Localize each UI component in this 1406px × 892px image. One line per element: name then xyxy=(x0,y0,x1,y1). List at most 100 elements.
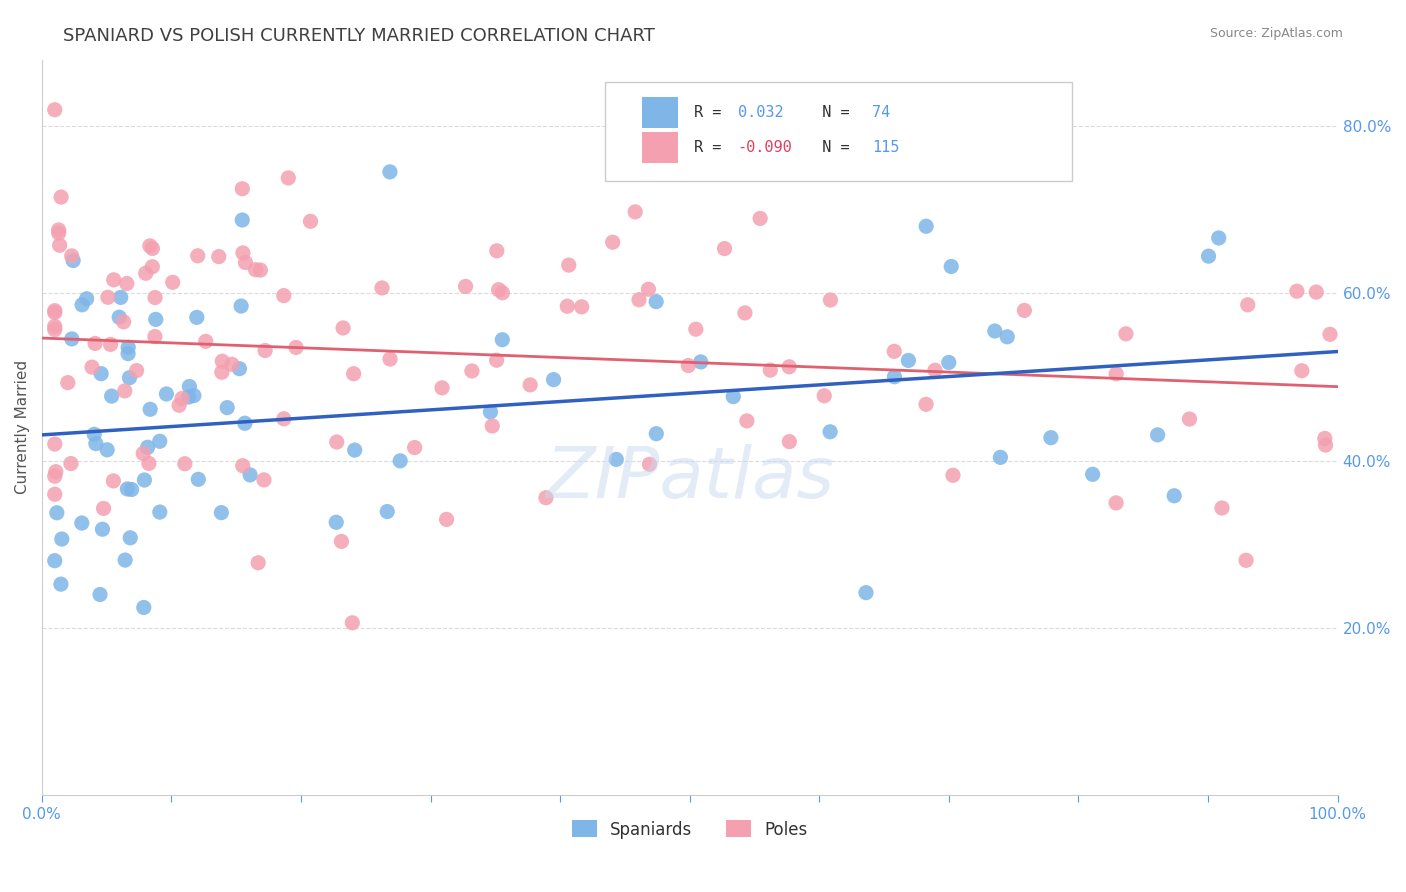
Text: R =: R = xyxy=(693,139,730,154)
Point xyxy=(45,506,67,520)
Point xyxy=(813,389,835,403)
Point xyxy=(115,277,138,291)
Point xyxy=(44,487,66,501)
Point xyxy=(479,405,502,419)
Point xyxy=(277,170,299,185)
Point xyxy=(48,226,70,240)
Point xyxy=(91,522,114,536)
Point xyxy=(749,211,772,226)
Point xyxy=(60,332,83,346)
Point xyxy=(430,381,453,395)
Point xyxy=(208,250,231,264)
Point xyxy=(285,340,308,354)
Point xyxy=(1305,285,1327,299)
Point xyxy=(232,246,254,260)
Point xyxy=(645,426,668,441)
Point xyxy=(485,353,508,368)
Point xyxy=(254,343,277,358)
Point xyxy=(59,457,82,471)
Point xyxy=(70,298,93,312)
Point xyxy=(89,587,111,601)
Point xyxy=(1236,298,1258,312)
Point xyxy=(326,435,349,450)
Point xyxy=(44,103,66,117)
Point xyxy=(100,337,122,351)
Point xyxy=(734,306,756,320)
Point xyxy=(108,310,131,325)
Point xyxy=(942,468,965,483)
Point xyxy=(627,293,650,307)
Point xyxy=(187,249,209,263)
Point xyxy=(1105,496,1128,510)
Point xyxy=(62,253,84,268)
Point xyxy=(117,346,139,360)
Point xyxy=(84,336,107,351)
Point xyxy=(183,388,205,402)
Point xyxy=(1146,428,1168,442)
Point xyxy=(44,469,66,483)
Point xyxy=(48,223,70,237)
Point xyxy=(145,312,167,326)
Point xyxy=(689,355,711,369)
Point xyxy=(990,450,1012,465)
Text: N =: N = xyxy=(804,105,859,120)
Point xyxy=(179,379,201,393)
Legend: Spaniards, Poles: Spaniards, Poles xyxy=(565,814,814,846)
Point xyxy=(558,258,581,272)
Point xyxy=(1319,327,1341,342)
Point xyxy=(76,292,98,306)
Point xyxy=(883,369,905,384)
Text: ZIPatlas: ZIPatlas xyxy=(546,444,834,513)
Point xyxy=(56,376,79,390)
Point xyxy=(485,244,508,258)
Point xyxy=(44,305,66,319)
Point xyxy=(149,434,172,449)
Point xyxy=(883,344,905,359)
Point xyxy=(209,506,232,520)
Point xyxy=(149,505,172,519)
Text: 0.032: 0.032 xyxy=(738,105,783,120)
Point xyxy=(141,242,163,256)
Point xyxy=(1039,431,1062,445)
Point xyxy=(1081,467,1104,482)
Text: Source: ZipAtlas.com: Source: ZipAtlas.com xyxy=(1209,27,1343,40)
FancyBboxPatch shape xyxy=(641,132,678,162)
Point xyxy=(70,516,93,530)
Point xyxy=(112,315,135,329)
Point xyxy=(114,384,136,398)
Point xyxy=(49,577,72,591)
Point xyxy=(389,454,412,468)
Point xyxy=(139,239,162,253)
Point xyxy=(136,440,159,454)
Point xyxy=(984,324,1007,338)
Point xyxy=(117,482,139,496)
Point xyxy=(100,389,122,403)
Point xyxy=(330,534,353,549)
Point xyxy=(995,330,1018,344)
Point xyxy=(45,465,67,479)
Point xyxy=(167,398,190,412)
Point xyxy=(404,441,426,455)
Point xyxy=(343,443,366,458)
Point xyxy=(273,288,295,302)
Text: 74: 74 xyxy=(873,105,890,120)
Point xyxy=(231,182,253,196)
Point xyxy=(685,322,707,336)
Point xyxy=(125,363,148,377)
Text: -0.090: -0.090 xyxy=(738,139,793,154)
Point xyxy=(941,260,963,274)
Point xyxy=(143,329,166,343)
Point xyxy=(44,554,66,568)
Point xyxy=(605,452,627,467)
Point xyxy=(1115,326,1137,341)
Point xyxy=(90,367,112,381)
Point xyxy=(332,321,354,335)
Point xyxy=(273,412,295,426)
Point xyxy=(555,299,578,313)
Point xyxy=(1315,438,1337,452)
Point xyxy=(778,359,800,374)
Point xyxy=(211,365,233,379)
Point xyxy=(155,387,177,401)
Point xyxy=(602,235,624,250)
Point xyxy=(915,397,938,411)
